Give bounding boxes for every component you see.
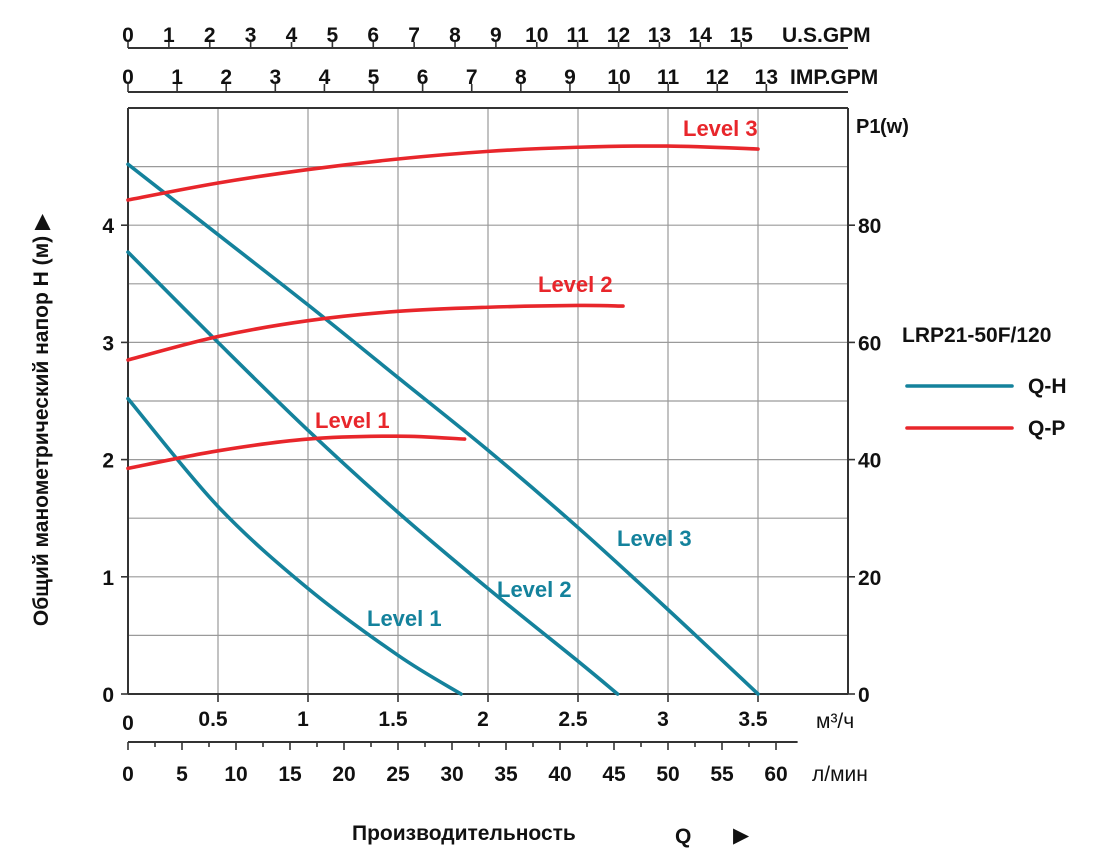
- top-impgpm-tick-label: 12: [706, 66, 729, 89]
- left-tick-label: 2: [102, 450, 114, 473]
- curves: [126, 144, 760, 696]
- bottom-m3h-tick-label: 1: [297, 708, 309, 731]
- top-impgpm-tick-label: 0: [122, 66, 134, 89]
- left-tick-label: 0: [102, 684, 114, 707]
- bottom-m3h-tick-label: 2: [477, 708, 489, 731]
- qp-curve-level-1: [126, 434, 467, 471]
- top-impgpm-tick-label: 10: [607, 66, 630, 89]
- bottom-lmin-unit: л/мин: [812, 763, 868, 786]
- x-axis-title: Производительность: [352, 822, 576, 845]
- top-usgpm-tick-label: 1: [163, 24, 175, 47]
- bottom-lmin-tick-label: 55: [710, 763, 734, 786]
- right-axis-title: P1: [856, 116, 880, 138]
- qp-curve-level-3: [126, 144, 760, 202]
- top-usgpm-tick-label: 2: [204, 24, 216, 47]
- qp-curve-level-2: [126, 303, 625, 362]
- top-impgpm-tick-label: 11: [657, 66, 680, 89]
- x-axis-symbol: Q: [675, 825, 691, 848]
- bottom-m3h-tick-label: 0.5: [198, 708, 228, 731]
- bottom-lmin-tick-label: 15: [278, 763, 302, 786]
- top-impgpm-tick-label: 4: [319, 66, 331, 89]
- top-usgpm-tick-label: 9: [490, 24, 502, 47]
- left-tick-label: 1: [102, 567, 114, 590]
- right-tick-label: 40: [858, 450, 881, 473]
- bottom-lmin-tick-label: 40: [548, 763, 571, 786]
- top-usgpm-tick-label: 3: [245, 24, 257, 47]
- top-impgpm-tick-label: 5: [368, 66, 380, 89]
- top-usgpm-tick-label: 4: [286, 24, 298, 47]
- top-impgpm-tick-label: 3: [269, 66, 281, 89]
- top-usgpm-tick-label: 15: [729, 24, 753, 47]
- right-tick-label: 80: [858, 215, 881, 238]
- top-impgpm-tick-label: 13: [755, 66, 778, 89]
- left-tick-label: 3: [102, 332, 114, 355]
- legend-qp-label: Q-P: [1028, 417, 1065, 440]
- qp-curve-label: Level 2: [538, 272, 613, 297]
- top-impgpm-unit: IMP.GPM: [790, 66, 878, 89]
- qh-curve-label: Level 2: [497, 577, 572, 602]
- bottom-lmin-tick-label: 0: [122, 763, 134, 786]
- top-usgpm-tick-label: 7: [408, 24, 420, 47]
- qh-curve-label: Level 1: [367, 606, 442, 631]
- qh-curve-level-3: [126, 162, 760, 696]
- bottom-lmin-tick-label: 60: [764, 763, 787, 786]
- right-tick-label: 0: [858, 684, 870, 707]
- top-usgpm-tick-label: 14: [689, 24, 713, 47]
- qh-curve-label: Level 3: [617, 526, 692, 551]
- top-impgpm-tick-label: 9: [564, 66, 576, 89]
- legend-qh-label: Q-H: [1028, 375, 1067, 398]
- right-tick-label: 20: [858, 567, 881, 590]
- bottom-lmin-tick-label: 50: [656, 763, 679, 786]
- bottom-m3h-tick-label: 1.5: [378, 708, 408, 731]
- y-axis-title: Общий манометрический напор H (м) ▶: [30, 213, 53, 626]
- right-axis-unit: (w): [880, 116, 909, 138]
- qp-curve-label: Level 1: [315, 408, 390, 433]
- grid: [128, 108, 848, 694]
- top-usgpm-tick-label: 12: [607, 24, 630, 47]
- qh-curve-level-1: [126, 396, 463, 696]
- qh-curve-level-2: [126, 250, 620, 696]
- x-axis-arrow: ▶: [733, 824, 750, 847]
- bottom-m3h-zero: 0: [122, 712, 134, 735]
- top-impgpm-tick-label: 2: [220, 66, 232, 89]
- top-usgpm-tick-label: 5: [327, 24, 339, 47]
- top-usgpm-tick-label: 8: [449, 24, 461, 47]
- bottom-lmin-tick-label: 35: [494, 763, 518, 786]
- top-impgpm-tick-label: 8: [515, 66, 527, 89]
- model-name: LRP21-50F/120: [902, 324, 1051, 347]
- bottom-lmin-tick-label: 5: [176, 763, 188, 786]
- top-usgpm-tick-label: 0: [122, 24, 134, 47]
- bottom-m3h-tick-label: 3.5: [738, 708, 768, 731]
- bottom-m3h-tick-label: 2.5: [558, 708, 588, 731]
- left-tick-label: 4: [102, 215, 114, 238]
- bottom-lmin-tick-label: 45: [602, 763, 626, 786]
- top-usgpm-tick-label: 10: [525, 24, 548, 47]
- top-impgpm-tick-label: 7: [466, 66, 478, 89]
- bottom-lmin-tick-label: 30: [440, 763, 463, 786]
- right-tick-label: 60: [858, 332, 881, 355]
- bottom-lmin-tick-label: 25: [386, 763, 410, 786]
- top-usgpm-unit: U.S.GPM: [782, 24, 871, 47]
- bottom-m3h-tick-label: 3: [657, 708, 669, 731]
- bottom-lmin-tick-label: 20: [332, 763, 355, 786]
- bottom-m3h-unit: м³/ч: [816, 710, 854, 733]
- qp-curve-label: Level 3: [683, 116, 758, 141]
- top-impgpm-tick-label: 1: [171, 66, 183, 89]
- top-usgpm-tick-label: 11: [567, 24, 590, 47]
- bottom-lmin-tick-label: 10: [224, 763, 247, 786]
- top-impgpm-tick-label: 6: [417, 66, 429, 89]
- top-usgpm-tick-label: 6: [367, 24, 379, 47]
- top-usgpm-tick-label: 13: [648, 24, 671, 47]
